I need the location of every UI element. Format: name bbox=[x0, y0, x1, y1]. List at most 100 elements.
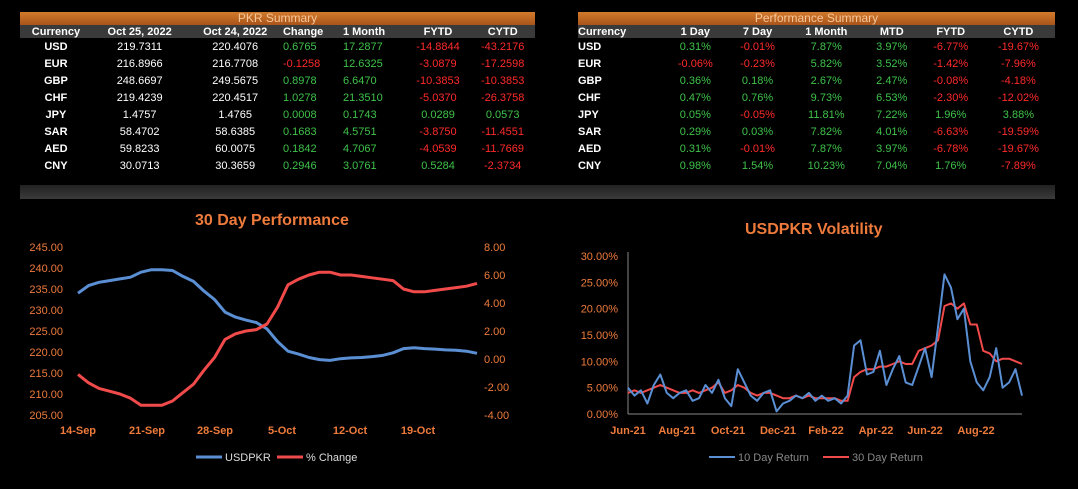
table-row: AED 59.8233 60.0075 0.1842 4.7067 -4.0539 -11.… bbox=[20, 140, 535, 157]
legend-label-pct-change: % Change bbox=[306, 452, 357, 464]
value-cell: -2.3734 bbox=[484, 159, 522, 172]
value-cell: -11.4551 bbox=[481, 125, 524, 138]
value-cell: -17.2598 bbox=[480, 57, 525, 70]
value-cell: 7.87% bbox=[810, 40, 842, 53]
x-tick-label: Oct-21 bbox=[711, 425, 745, 437]
value-cell: 216.7708 bbox=[212, 57, 259, 70]
table-row: CNY 30.0713 30.3659 0.2946 3.0761 0.5284 -2.37… bbox=[20, 157, 535, 174]
value-cell: -0.01% bbox=[740, 142, 775, 155]
value-cell: 59.8233 bbox=[119, 142, 160, 155]
value-cell: 60.0075 bbox=[215, 142, 256, 155]
series-line-pct-change bbox=[77, 270, 478, 407]
x-tick-label: Jun-21 bbox=[610, 425, 645, 437]
y-left-tick-label: 215.00 bbox=[29, 368, 63, 380]
currency-cell: AED bbox=[578, 142, 602, 155]
column-header: MTD bbox=[863, 25, 920, 38]
value-cell: -14.8844 bbox=[416, 40, 460, 53]
value-cell: 3.97% bbox=[876, 142, 908, 155]
table-row: GBP 0.36% 0.18% 2.67% 2.47% -0.08% -4.18% bbox=[578, 72, 1055, 89]
table-row: CNY 0.98% 1.54% 10.23% 7.04% 1.76% -7.89% bbox=[578, 157, 1055, 174]
y-tick-label: 5.00% bbox=[587, 383, 618, 395]
value-cell: 10.23% bbox=[807, 159, 845, 172]
value-cell: 1.4765 bbox=[218, 108, 252, 121]
pkr-summary-title: PKR Summary bbox=[20, 12, 535, 25]
y-tick-label: 0.00% bbox=[587, 409, 618, 421]
value-cell: -10.3853 bbox=[480, 74, 525, 87]
y-left-tick-label: 230.00 bbox=[29, 305, 63, 317]
table-row: EUR -0.06% -0.23% 5.82% 3.52% -1.42% -7.96% bbox=[578, 55, 1055, 72]
y-right-tick-label: 6.00 bbox=[484, 270, 505, 282]
series-line-30-day-return bbox=[627, 302, 1023, 402]
table-row: GBP 248.6697 249.5675 0.8978 6.6470 -10.3853 -… bbox=[20, 72, 535, 89]
x-tick-label: Feb-22 bbox=[808, 425, 843, 437]
table-row: SAR 0.29% 0.03% 7.82% 4.01% -6.63% -19.59% bbox=[578, 123, 1055, 140]
y-right-tick-label: -4.00 bbox=[484, 410, 509, 422]
x-tick-label: 5-Oct bbox=[268, 425, 296, 437]
column-header: FYTD bbox=[919, 25, 982, 38]
value-cell: 249.5675 bbox=[212, 74, 259, 87]
value-cell: -0.23% bbox=[740, 57, 775, 70]
table-row: CHF 0.47% 0.76% 9.73% 6.53% -2.30% -12.02% bbox=[578, 89, 1055, 106]
value-cell: -43.2176 bbox=[480, 40, 525, 53]
column-header: Oct 24, 2022 bbox=[187, 25, 283, 38]
currency-cell: CNY bbox=[578, 159, 602, 172]
value-cell: -7.96% bbox=[1000, 57, 1036, 70]
value-cell: 7.22% bbox=[876, 108, 908, 121]
value-cell: 7.04% bbox=[876, 159, 908, 172]
value-cell: 6.53% bbox=[876, 91, 908, 104]
y-right-tick-label: 8.00 bbox=[484, 242, 505, 254]
y-right-tick-label: -2.00 bbox=[484, 382, 509, 394]
column-header: CYTD bbox=[981, 25, 1055, 38]
legend-label-10-day-return: 10 Day Return bbox=[738, 452, 809, 464]
value-cell: 2.47% bbox=[876, 74, 908, 87]
table-row: EUR 216.8966 216.7708 -0.1258 12.6325 -3.0879… bbox=[20, 55, 535, 72]
chart-usdpkr-volatility: 30.00% 25.00% 20.00% 15.00% 10.00% 5.00% 0.00%… bbox=[581, 251, 1023, 464]
y-left-tick-label: 205.00 bbox=[29, 410, 63, 422]
column-header: FYTD bbox=[405, 25, 471, 38]
column-header: 1 Day bbox=[664, 25, 727, 38]
x-tick-label: Aug-21 bbox=[658, 425, 695, 437]
y-left-tick-label: 225.00 bbox=[29, 326, 63, 338]
currency-cell: SAR bbox=[578, 125, 602, 138]
chart-title-30-day-performance: 30 Day Performance bbox=[195, 212, 349, 229]
column-header: CYTD bbox=[470, 25, 535, 38]
currency-cell: JPY bbox=[45, 108, 67, 121]
value-cell: 220.4076 bbox=[212, 40, 259, 53]
series-line-usdpkr bbox=[77, 268, 478, 362]
currency-cell: USD bbox=[44, 40, 68, 53]
value-cell: 219.4239 bbox=[116, 91, 163, 104]
value-cell: -19.59% bbox=[997, 125, 1039, 138]
value-cell: 0.36% bbox=[679, 74, 711, 87]
chart-30-day-performance: 245.00 240.00 235.00 230.00 225.00 220.00 215.… bbox=[29, 242, 509, 464]
value-cell: 1.4757 bbox=[122, 108, 157, 121]
column-header: 1 Month bbox=[342, 25, 406, 38]
y-tick-label: 20.00% bbox=[581, 304, 619, 316]
y-tick-label: 25.00% bbox=[581, 277, 619, 289]
value-cell: 0.31% bbox=[679, 142, 711, 155]
value-cell: 0.0289 bbox=[421, 108, 455, 121]
x-tick-label: Dec-21 bbox=[760, 425, 796, 437]
column-header: Currency bbox=[20, 25, 92, 38]
value-cell: -3.0879 bbox=[419, 57, 457, 70]
value-cell: -4.18% bbox=[1000, 74, 1036, 87]
column-header: 7 Day bbox=[726, 25, 789, 38]
column-header: Currency bbox=[578, 25, 665, 38]
currency-cell: SAR bbox=[44, 125, 68, 138]
value-cell: 0.8978 bbox=[282, 74, 317, 87]
value-cell: -1.42% bbox=[933, 57, 969, 70]
value-cell: 0.0008 bbox=[282, 108, 317, 121]
value-cell: -10.3853 bbox=[416, 74, 460, 87]
value-cell: 0.1842 bbox=[282, 142, 317, 155]
value-cell: -0.08% bbox=[933, 74, 969, 87]
y-right-tick-label: 4.00 bbox=[484, 298, 505, 310]
value-cell: 0.1743 bbox=[342, 108, 377, 121]
x-tick-label: 14-Sep bbox=[60, 425, 96, 437]
y-left-tick-label: 235.00 bbox=[29, 284, 63, 296]
x-tick-label: 19-Oct bbox=[401, 425, 436, 437]
table-row: SAR 58.4702 58.6385 0.1683 4.5751 -3.8750 -11.… bbox=[20, 123, 535, 140]
value-cell: 4.7067 bbox=[342, 142, 377, 155]
value-cell: 3.0761 bbox=[342, 159, 377, 172]
performance_summary-header-row: Currency 1 Day 7 Day 1 Month MTD FYTD CYTD bbox=[578, 25, 1055, 38]
table-row: USD 0.31% -0.01% 7.87% 3.97% -6.77% -19.67% bbox=[578, 38, 1055, 55]
pkr-summary-table: PKR Summary Currency Oct 25, 2022 Oct 24, … bbox=[20, 12, 535, 174]
